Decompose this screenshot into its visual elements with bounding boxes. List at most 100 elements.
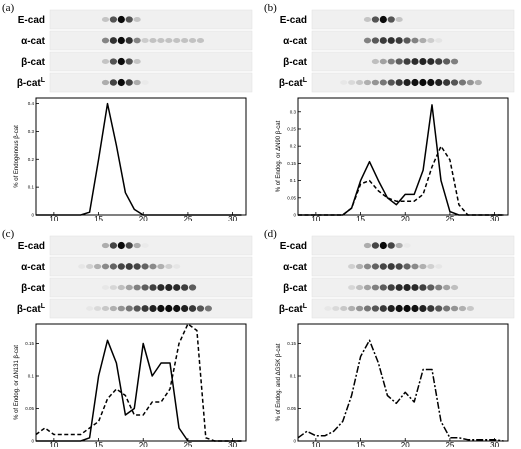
x-tick-label: 15 [356,441,365,447]
blot-band [403,263,411,270]
blot-band [188,305,197,312]
blot-band [117,241,125,250]
blot-band [387,284,395,291]
blot-band [403,58,411,65]
chart-frame [35,97,247,216]
blot-band [86,264,94,269]
blot-band [387,305,395,312]
blot-band [419,284,427,291]
blot-band [371,284,380,291]
blot-band [348,305,356,312]
blot-band [149,284,157,291]
blot-band [379,79,387,86]
blot-band [125,263,133,270]
x-tick-label: 15 [94,441,103,447]
x-tick-label: 10 [311,441,320,447]
blot-band [196,305,205,312]
x-tick-label: 10 [49,441,58,447]
blot-band [450,305,459,312]
blot-band [109,37,118,44]
blot-band [109,305,118,312]
blot-band [363,242,372,249]
panel-label: (a) [2,2,15,14]
blot-band [157,284,165,291]
blot-band [133,58,141,65]
y-tick-label: 0.3 [28,129,35,134]
y-axis-label: % of Endog. or ΔN131 β-cat [14,345,20,420]
blot-band [101,285,110,290]
blot-band [458,305,467,312]
blot-band [101,242,110,249]
blot-band [403,243,411,248]
blot-band [181,305,189,312]
panel-label: (b) [264,2,277,14]
blot-band [379,284,387,291]
y-tick-label: 0.1 [290,374,297,379]
x-tick-label: 10 [49,215,58,221]
y-tick-label: 0.1 [290,178,297,183]
blot-band [427,264,435,269]
blot-band [379,263,387,270]
y-axis-label: % of Endog. or ΔN90 β-cat [276,120,282,192]
blot-band [443,284,451,291]
x-tick-label: 20 [139,215,148,221]
blot-strip [311,9,515,30]
figure-panel-svg: (c)E-cad α-cat β-cat β-catL 10 15 20 25 30 0 0.05 0… [2,228,253,447]
blot-band [387,263,395,270]
blot-band [435,58,443,65]
blot-band [93,263,102,270]
blot-band [379,15,387,24]
blot-band [395,58,403,65]
blot-band [395,242,403,249]
chart-frame [297,323,509,442]
blot-band [379,241,387,250]
blot-band [340,80,348,85]
blot-band [403,284,411,291]
blot-band [395,263,403,270]
blot-band [443,58,451,65]
blot-band [443,305,451,312]
x-tick-label: 25 [445,441,454,447]
blot-label: β-cat [21,57,46,68]
chart-frame [297,97,509,216]
blot-label: E-cad [280,241,307,252]
blot-band [371,263,380,270]
blot-band [157,263,165,270]
blot-band [133,16,141,23]
blot-band [117,305,125,312]
blot-strip [311,235,515,256]
blot-band [109,16,118,23]
panel-d: (d) E-cad α-cat β-cat β-catL 10 15 20 25 30 0 0.05 0… [262,226,518,447]
y-tick-label: 0.05 [287,195,296,200]
blot-label: α-cat [283,262,308,273]
blot-band [355,305,364,312]
x-tick-label: 30 [228,215,237,221]
panel-label: (c) [2,228,15,240]
y-tick-label: 0.15 [25,341,34,346]
series-line-solid [36,102,242,216]
series-line-dashed [298,145,504,216]
y-tick-label: 0 [31,439,34,444]
blot-band [427,58,435,65]
figure-panel-svg: (a)E-cad α-cat β-cat β-catL 10 15 20 25 30 0 0.1 0.… [2,2,253,221]
blot-band [371,79,380,86]
blot-band [86,306,94,311]
blot-band [125,284,133,291]
x-tick-label: 20 [401,441,410,447]
blot-band [188,284,197,291]
blot-band [466,305,474,312]
blot-band [117,284,125,291]
blot-band [411,58,419,65]
panel-b: (b) E-cad α-cat β-cat β-catL 10 15 20 25 30 0 0.05 0… [262,0,518,221]
blot-band [173,37,181,44]
blot-band [133,305,141,312]
blot-strip [49,51,253,72]
chart-frame [35,323,247,442]
blot-band [109,242,118,249]
blot-band [125,305,133,312]
blot-band [427,38,435,43]
blot-band [196,37,205,44]
y-axis-label: % of Endog. and ΔGSK β-cat [276,343,282,421]
y-tick-label: 0.05 [25,406,34,411]
blot-band [379,37,387,44]
